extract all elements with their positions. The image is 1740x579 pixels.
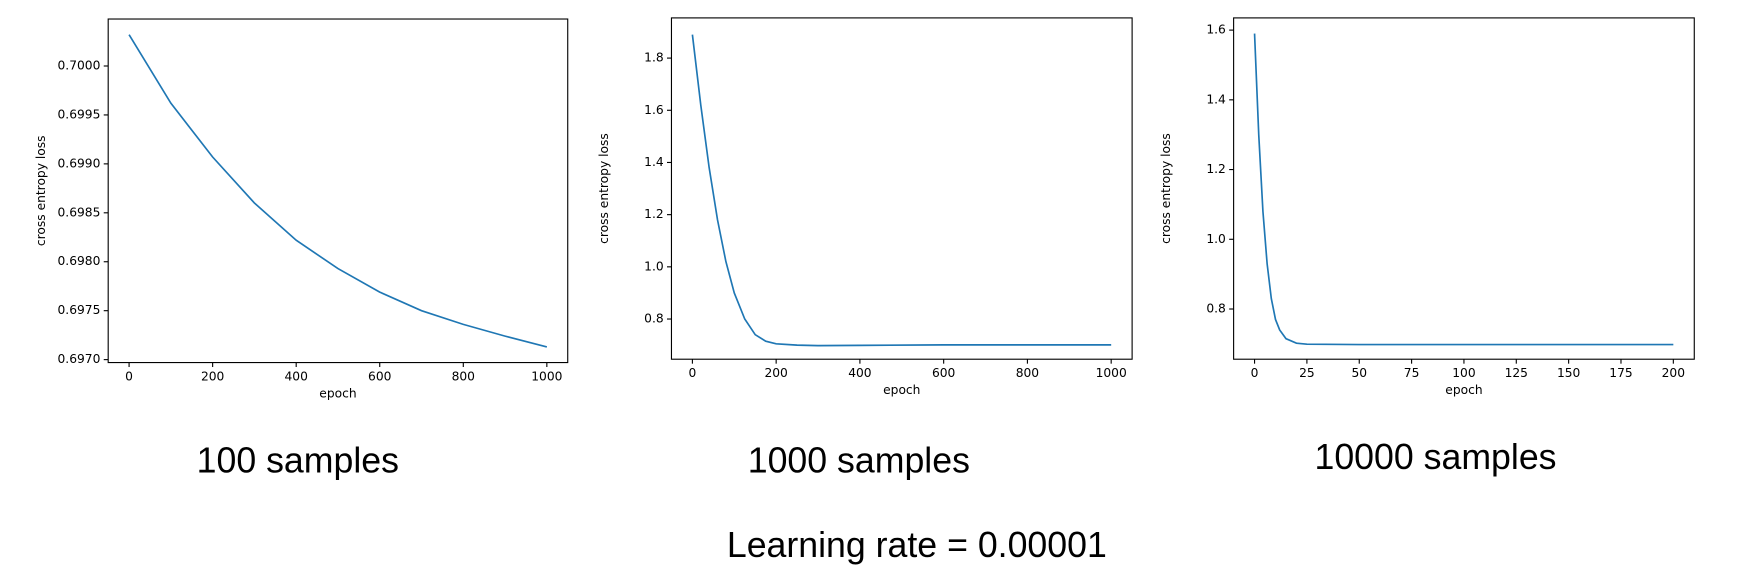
chart-title: 1000 samples: [748, 440, 970, 480]
x-tick-label: 25: [1299, 366, 1315, 380]
x-tick-label: 200: [1662, 366, 1685, 380]
y-tick-label: 1.8: [644, 51, 663, 65]
y-tick-label: 0.7000: [58, 58, 101, 72]
line-series: [691, 34, 1112, 347]
chart-title: 100 samples: [197, 440, 399, 480]
x-tick-label: 50: [1351, 366, 1367, 380]
x-axis-label: epoch: [883, 383, 920, 397]
y-tick-label: 1.4: [1206, 92, 1226, 106]
plot-frame: [1233, 17, 1695, 360]
y-tick-label: 0.8: [644, 312, 663, 326]
x-tick-label: 75: [1404, 366, 1420, 380]
x-tick-label: 400: [284, 370, 307, 384]
x-tick-label: 1000: [1096, 366, 1127, 380]
line-series: [128, 34, 548, 348]
plot-frame: [107, 18, 569, 364]
x-tick-label: 0: [689, 366, 697, 380]
x-tick-label: 200: [764, 366, 787, 380]
x-tick-label: 0: [125, 370, 133, 384]
y-tick-label: 1.4: [644, 155, 664, 169]
y-tick-label: 1.2: [1206, 162, 1225, 176]
caption: Learning rate = 0.00001: [727, 525, 1107, 565]
y-tick-label: 1.0: [1206, 232, 1225, 246]
chart-title: 10000 samples: [1314, 437, 1556, 477]
y-axis-label: cross entropy loss: [597, 133, 611, 244]
x-tick-label: 200: [201, 370, 224, 384]
y-tick-label: 1.0: [644, 259, 663, 273]
y-tick-label: 1.6: [1206, 23, 1226, 37]
y-tick-label: 1.6: [644, 103, 664, 117]
x-tick-label: 800: [1016, 366, 1039, 380]
y-tick-label: 0.6975: [58, 303, 101, 317]
x-axis-label: epoch: [1445, 383, 1482, 397]
x-tick-label: 600: [932, 366, 955, 380]
x-tick-label: 0: [1251, 366, 1259, 380]
x-tick-label: 600: [368, 370, 391, 384]
x-tick-label: 125: [1505, 366, 1528, 380]
x-tick-label: 100: [1452, 366, 1475, 380]
y-tick-label: 0.8: [1206, 302, 1225, 316]
line-series: [1253, 33, 1674, 346]
x-tick-label: 175: [1609, 366, 1632, 380]
y-tick-label: 0.6995: [58, 107, 101, 121]
y-tick-label: 0.6980: [58, 254, 101, 268]
x-tick-label: 1000: [531, 370, 562, 384]
y-tick-label: 0.6970: [58, 352, 101, 366]
plot-frame: [670, 17, 1133, 360]
x-tick-label: 150: [1557, 366, 1580, 380]
y-tick-label: 0.6985: [58, 205, 101, 219]
x-tick-label: 400: [848, 366, 871, 380]
y-axis-label: cross entropy loss: [34, 135, 48, 246]
y-tick-label: 0.6990: [58, 156, 101, 170]
y-tick-label: 1.2: [644, 207, 663, 221]
x-axis-label: epoch: [319, 386, 356, 400]
x-tick-label: 800: [452, 370, 475, 384]
y-axis-label: cross entropy loss: [1159, 133, 1173, 244]
